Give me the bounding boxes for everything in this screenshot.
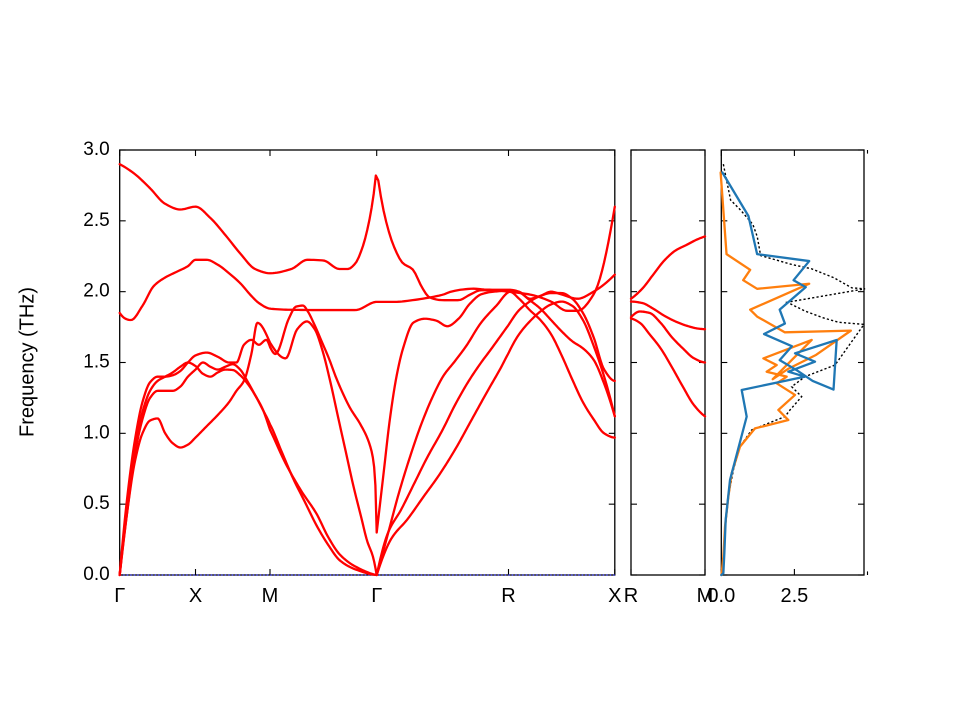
svg-text:0.0: 0.0 bbox=[83, 564, 109, 585]
svg-text:Γ: Γ bbox=[371, 585, 382, 607]
svg-text:R: R bbox=[501, 585, 515, 607]
svg-text:Γ: Γ bbox=[114, 585, 125, 607]
svg-text:1.5: 1.5 bbox=[83, 352, 109, 373]
svg-text:X: X bbox=[608, 585, 621, 607]
svg-text:X: X bbox=[189, 585, 202, 607]
svg-text:R: R bbox=[624, 585, 638, 607]
svg-text:1.0: 1.0 bbox=[83, 422, 109, 443]
svg-text:2.0: 2.0 bbox=[83, 281, 109, 302]
svg-text:2.5: 2.5 bbox=[83, 210, 109, 231]
svg-text:2.5: 2.5 bbox=[780, 585, 808, 607]
svg-text:M: M bbox=[262, 585, 279, 607]
svg-text:0.0: 0.0 bbox=[707, 585, 735, 607]
svg-text:3.0: 3.0 bbox=[83, 139, 109, 160]
svg-text:0.5: 0.5 bbox=[83, 493, 109, 514]
